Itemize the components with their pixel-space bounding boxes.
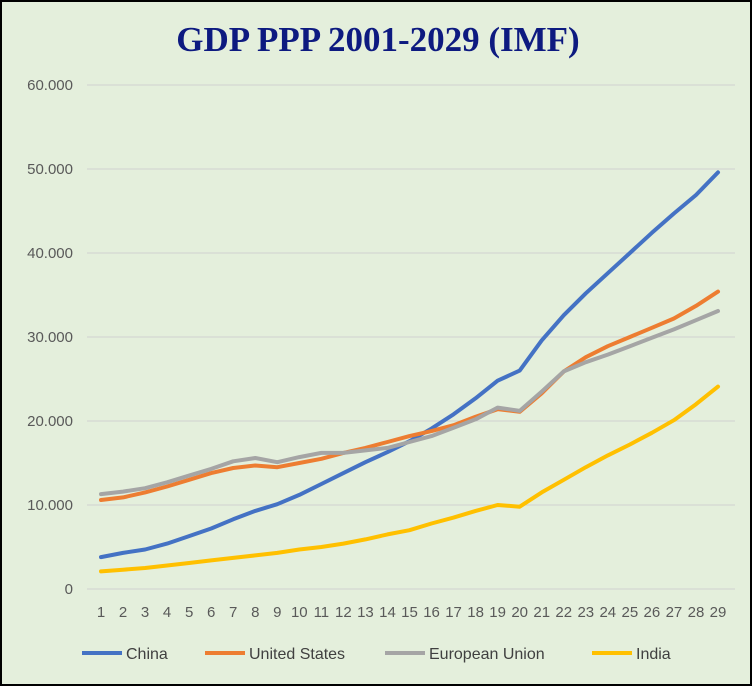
series-line-china — [99, 170, 720, 560]
x-axis-ticks: 1 2 3 4 5 6 7 8 9 10 11 12 13 14 15 16 17 18 19 20 21 22 23 24 2… — [97, 604, 727, 621]
x-tick-label: 21 — [533, 604, 550, 621]
y-tick-label: 50.000 — [27, 161, 73, 178]
legend: China United States European Union India — [82, 646, 671, 663]
legend-label: European Union — [429, 646, 545, 663]
x-tick-label: 2 — [119, 604, 127, 621]
x-tick-label: 15 — [401, 604, 418, 621]
y-tick-label: 60.000 — [27, 77, 73, 94]
y-tick-label: 30.000 — [27, 329, 73, 346]
y-tick-label: 40.000 — [27, 245, 73, 262]
x-tick-label: 5 — [185, 604, 193, 621]
x-tick-label: 29 — [710, 604, 727, 621]
x-tick-label: 1 — [97, 604, 105, 621]
x-tick-label: 3 — [141, 604, 149, 621]
x-tick-label: 25 — [622, 604, 639, 621]
x-tick-label: 23 — [577, 604, 594, 621]
x-tick-label: 16 — [423, 604, 440, 621]
x-tick-label: 19 — [489, 604, 506, 621]
x-tick-label: 8 — [251, 604, 259, 621]
x-tick-label: 7 — [229, 604, 237, 621]
gridlines — [87, 84, 735, 590]
x-tick-label: 9 — [273, 604, 281, 621]
x-tick-label: 27 — [666, 604, 683, 621]
legend-label: United States — [249, 646, 345, 663]
x-tick-label: 20 — [511, 604, 528, 621]
x-tick-label: 4 — [163, 604, 171, 621]
y-axis-ticks: 0 10.000 20.000 30.000 40.000 50.000 60.000 — [27, 77, 73, 598]
x-tick-label: 24 — [599, 604, 616, 621]
series-line-european-union — [99, 309, 720, 497]
x-tick-label: 18 — [467, 604, 484, 621]
legend-label: India — [636, 646, 671, 663]
y-tick-label: 20.000 — [27, 413, 73, 430]
chart-title: GDP PPP 2001-2029 (IMF) — [176, 20, 580, 59]
x-tick-label: 6 — [207, 604, 215, 621]
x-tick-label: 10 — [291, 604, 308, 621]
series-line-united-states — [99, 289, 720, 502]
x-tick-label: 12 — [335, 604, 352, 621]
x-tick-label: 14 — [379, 604, 396, 621]
series-line-india — [99, 384, 720, 574]
x-tick-label: 26 — [644, 604, 661, 621]
y-tick-label: 10.000 — [27, 497, 73, 514]
series-lines — [99, 170, 720, 574]
x-tick-label: 13 — [357, 604, 374, 621]
legend-label: China — [126, 646, 168, 663]
y-tick-label: 0 — [65, 581, 73, 598]
x-tick-label: 28 — [688, 604, 705, 621]
x-tick-label: 17 — [445, 604, 462, 621]
x-tick-label: 11 — [314, 604, 330, 621]
x-tick-label: 22 — [555, 604, 572, 621]
